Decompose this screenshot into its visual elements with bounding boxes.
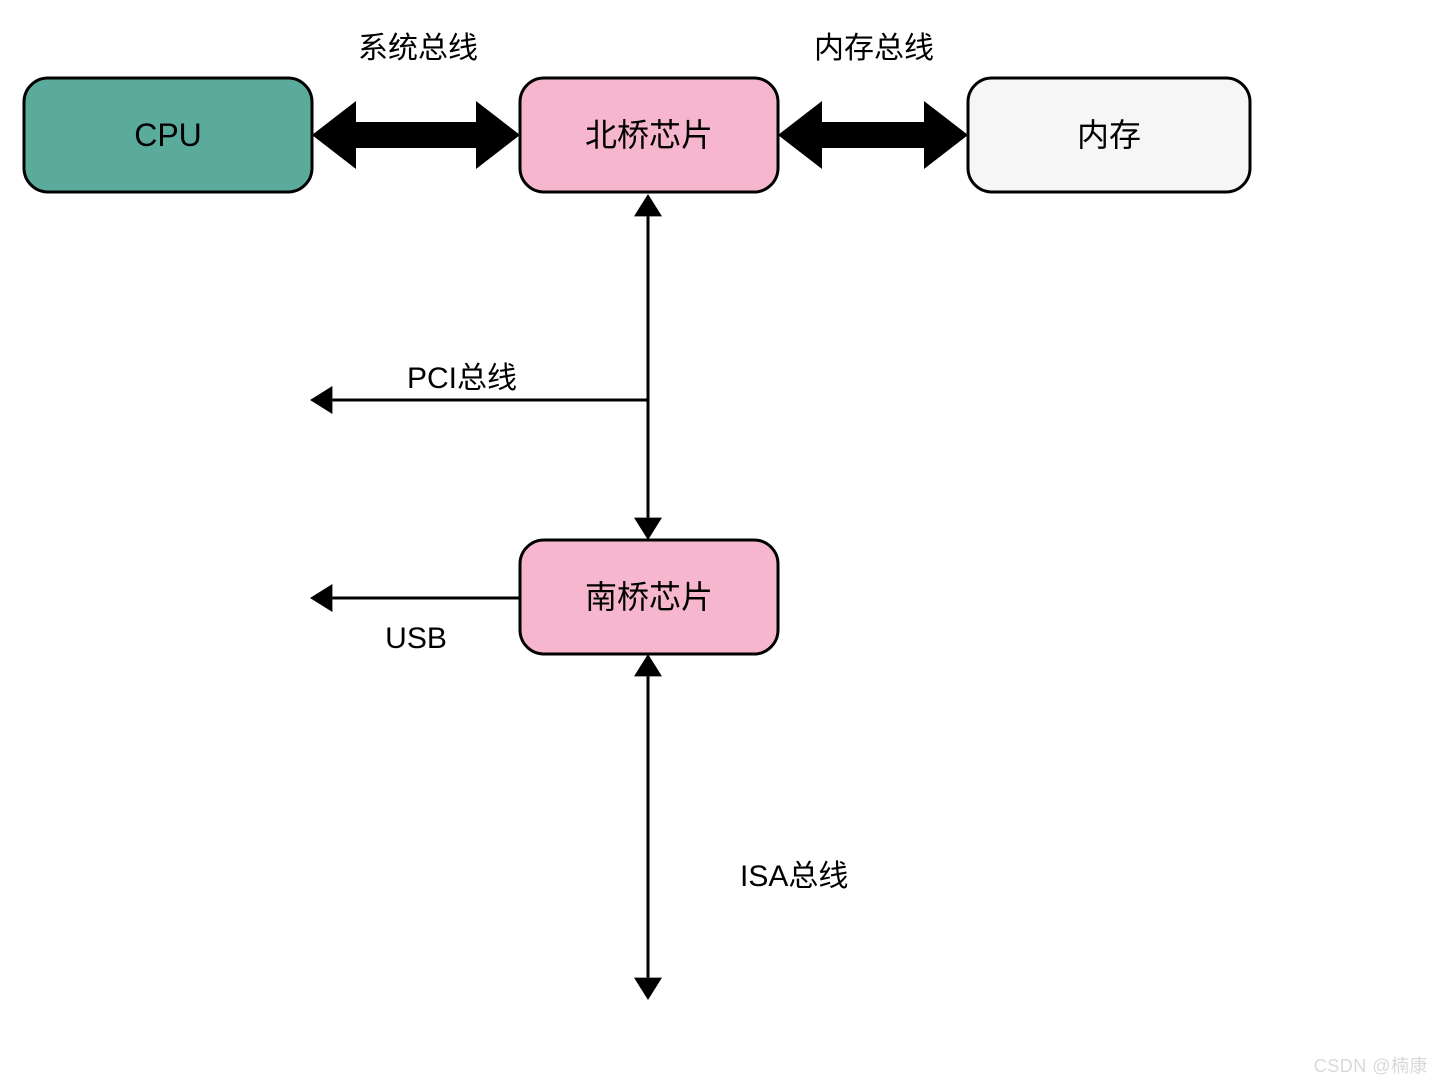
northbridge-label: 北桥芯片: [585, 117, 713, 153]
southbridge-label: 南桥芯片: [585, 579, 713, 615]
isa_bus-label: ISA总线: [740, 860, 848, 893]
north-south-arrow-head-down: [634, 518, 662, 540]
south-isa-arrow-head-up: [634, 654, 662, 676]
cpu-label: CPU: [134, 117, 202, 153]
pci-arrow-head: [310, 386, 332, 414]
usb-arrow-head: [310, 584, 332, 612]
memory_bus-label: 内存总线: [814, 32, 934, 65]
thick-arrow: [778, 101, 968, 169]
thick-arrow: [312, 101, 520, 169]
watermark: CSDN @楠康: [1314, 1052, 1428, 1078]
pci_bus-label: PCI总线: [407, 362, 517, 395]
system_bus-label: 系统总线: [358, 32, 478, 65]
north-south-arrow-head-up: [634, 194, 662, 216]
memory-label: 内存: [1077, 117, 1141, 153]
south-isa-arrow-head-down: [634, 978, 662, 1000]
usb-label: USB: [385, 622, 447, 655]
bus-diagram: CPU 北桥芯片 内存南桥芯片 系统总线 内存总线 PCI总线 USB ISA总线: [0, 0, 1440, 1084]
